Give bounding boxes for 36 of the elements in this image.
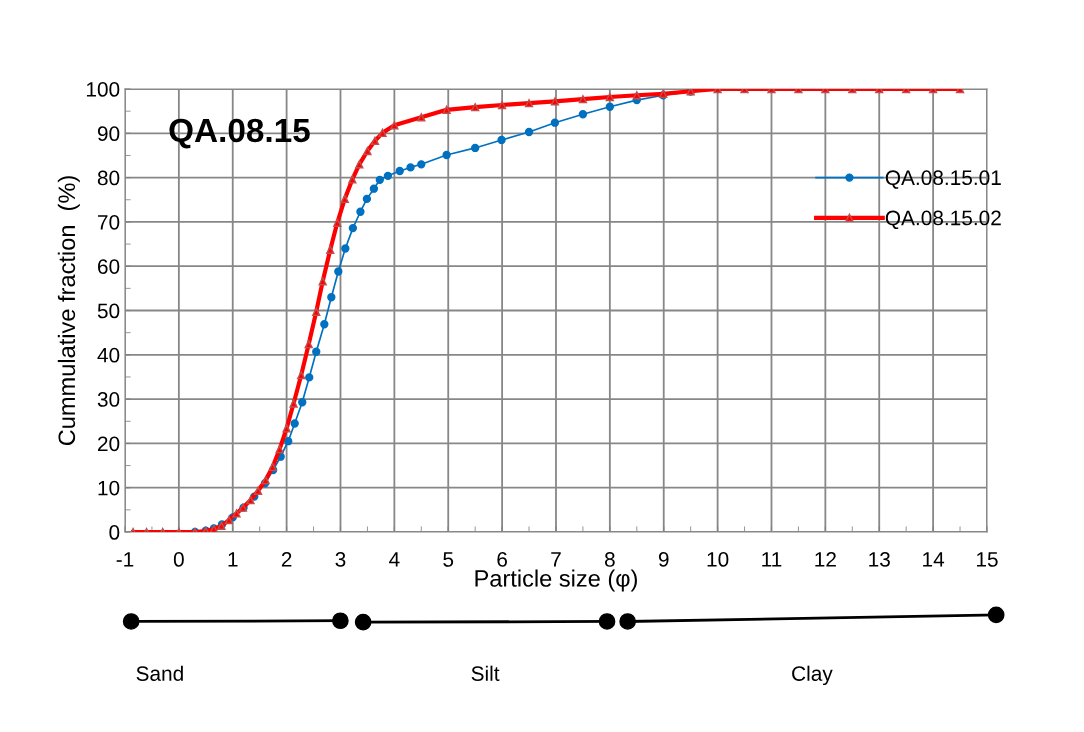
- y-tick-label: 60: [98, 259, 120, 274]
- x-tick-label: 4: [389, 552, 400, 567]
- y-tick-label: 30: [97, 392, 120, 407]
- y-tick-label: 10: [98, 480, 120, 496]
- text: QA.08.15: [169, 118, 310, 149]
- legend-label: QA.08.15.02: [885, 210, 1001, 230]
- y-tick-label: 50: [97, 303, 120, 319]
- y-tick-label: 0: [109, 525, 120, 540]
- y-tick-label: 100: [86, 82, 120, 97]
- y-tick-label: 20: [98, 436, 120, 452]
- x-tick-label: 7: [551, 552, 561, 567]
- x-tick-label: -1: [116, 552, 134, 567]
- text: Clay: [792, 665, 833, 686]
- x-tick-label: 8: [604, 552, 615, 567]
- x-tick-label: 13: [869, 552, 890, 567]
- x-tick-label: 12: [815, 552, 836, 567]
- x-tick-label: 14: [923, 552, 945, 567]
- y-tick-label: 40: [97, 347, 120, 363]
- x-axis-title: Particle size (φ): [475, 569, 637, 592]
- x-tick-label: 0: [173, 552, 184, 567]
- y-axis-title: Cummulative fraction (%): [57, 176, 80, 446]
- x-tick-label: 5: [443, 552, 454, 567]
- x-tick-label: 10: [707, 552, 729, 567]
- x-tick-label: 3: [335, 552, 346, 567]
- text: Sand: [136, 665, 183, 681]
- text: Silt: [471, 665, 500, 681]
- x-tick-label: 2: [281, 552, 292, 567]
- x-tick-label: 15: [976, 552, 998, 567]
- x-tick-label: 9: [658, 552, 669, 567]
- legend-label: QA.08.15.01: [885, 170, 1001, 189]
- y-tick-label: 70: [98, 214, 120, 230]
- x-tick-label: 1: [228, 552, 238, 567]
- y-tick-label: 90: [97, 126, 120, 142]
- x-tick-label: 11: [762, 552, 782, 567]
- x-tick-label: 6: [497, 552, 507, 567]
- y-tick-label: 80: [97, 170, 120, 186]
